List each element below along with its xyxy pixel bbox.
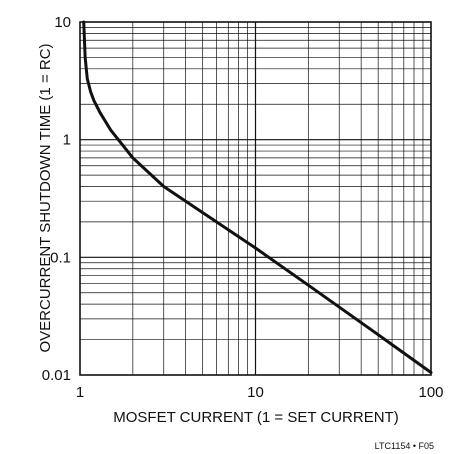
y-tick-label: 0.1 — [50, 249, 71, 266]
series-line — [82, 20, 433, 375]
plot-frame — [79, 21, 432, 376]
major-gridlines — [80, 22, 431, 375]
x-axis-title: MOSFET CURRENT (1 = SET CURRENT) — [113, 409, 398, 426]
y-tick-label: 10 — [54, 14, 71, 31]
y-tick-labels: 10 1 0.1 0.01 — [42, 14, 71, 384]
x-tick-label: 10 — [247, 384, 264, 401]
y-tick-label: 0.01 — [42, 367, 71, 384]
x-tick-labels: 1 10 100 — [76, 384, 444, 401]
y-axis-title: OVERCURRENT SHUTDOWN TIME (1 = RC) — [37, 43, 54, 352]
figure-id: LTC1154 • F05 — [375, 441, 434, 451]
y-tick-label: 1 — [63, 132, 71, 149]
x-tick-label: 1 — [76, 384, 84, 401]
x-tick-label: 100 — [418, 384, 443, 401]
